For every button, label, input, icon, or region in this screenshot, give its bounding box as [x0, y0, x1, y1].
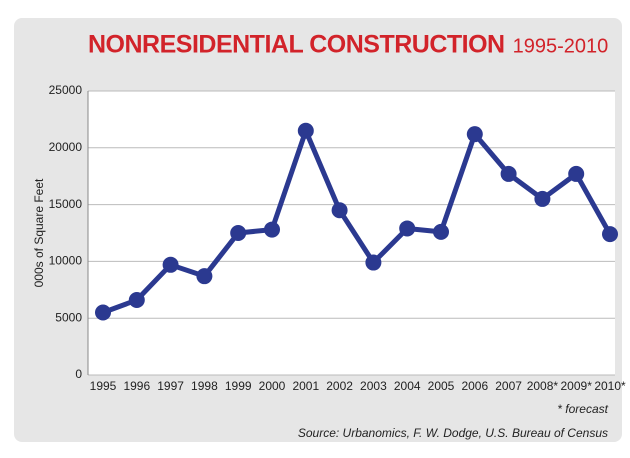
marker: [264, 221, 280, 238]
marker: [433, 223, 449, 240]
y-tick-label: 0: [75, 367, 82, 381]
marker: [466, 126, 483, 143]
x-tick-label: 1997: [157, 379, 184, 393]
marker: [500, 165, 517, 182]
x-tick-label: 2001: [292, 379, 319, 393]
y-tick-label: 25000: [49, 83, 83, 97]
marker: [297, 122, 314, 139]
x-tick-label: 1995: [90, 379, 117, 393]
x-tick-label: 2002: [326, 379, 353, 393]
y-axis-label: 000s of Square Feet: [32, 178, 46, 287]
marker: [534, 190, 551, 207]
x-tick-label: 1998: [191, 379, 218, 393]
annotation: Source: Urbanomics, F. W. Dodge, U.S. Bu…: [298, 426, 608, 440]
x-tick-label: 1996: [123, 379, 150, 393]
marker: [196, 268, 213, 285]
marker: [331, 202, 348, 219]
marker: [230, 225, 247, 241]
marker: [95, 304, 111, 321]
annotation: * forecast: [557, 402, 608, 416]
x-tick-label: 1999: [225, 379, 252, 393]
y-tick-label: 5000: [55, 310, 82, 324]
marker: [568, 165, 585, 182]
marker: [128, 292, 145, 309]
y-tick-label: 20000: [49, 140, 83, 154]
x-tick-label: 2010*: [594, 379, 626, 393]
marker: [602, 226, 618, 243]
marker: [399, 220, 416, 237]
marker: [162, 256, 179, 273]
x-tick-label: 2000: [259, 379, 286, 393]
x-tick-label: 2006: [461, 379, 488, 393]
chart-title: NONRESIDENTIAL CONSTRUCTION: [88, 31, 505, 59]
x-tick-label: 2004: [394, 379, 421, 393]
x-tick-label: 2005: [428, 379, 455, 393]
x-tick-label: 2003: [360, 379, 387, 393]
y-tick-label: 10000: [49, 254, 83, 268]
x-tick-label: 2008*: [527, 379, 559, 393]
line: [102, 128, 613, 315]
x-tick-label: 2007: [495, 379, 522, 393]
chart-subtitle: 1995-2010: [513, 35, 609, 57]
x-tick-label: 2009*: [561, 379, 593, 393]
y-tick-label: 15000: [49, 197, 83, 211]
marker: [365, 254, 382, 271]
